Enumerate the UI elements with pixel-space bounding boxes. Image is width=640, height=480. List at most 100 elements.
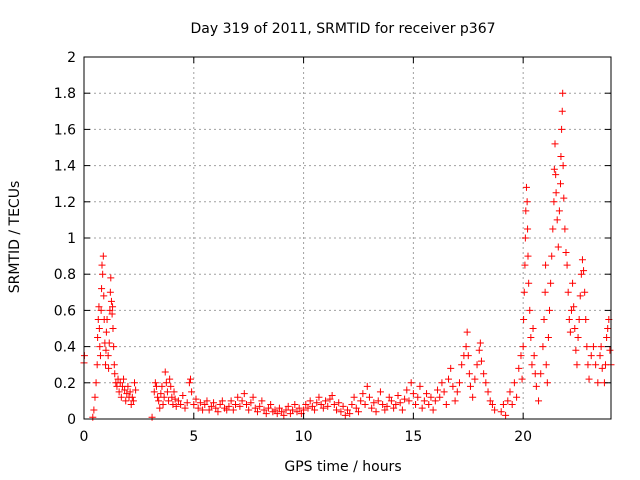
data-point	[578, 256, 586, 264]
data-point	[194, 404, 202, 412]
y-tick-label: 1.8	[54, 86, 76, 102]
data-point	[403, 386, 411, 394]
data-point	[117, 393, 125, 401]
data-point	[106, 306, 114, 314]
data-point	[518, 375, 526, 383]
data-point	[431, 397, 439, 405]
data-point	[420, 397, 428, 405]
x-tick-label: 0	[80, 429, 89, 445]
y-tick-label: 1	[67, 231, 76, 247]
y-tick-label: 2	[67, 50, 76, 66]
data-point	[170, 388, 178, 396]
data-point	[253, 408, 261, 416]
x-tick-label: 5	[189, 429, 198, 445]
data-point	[504, 397, 512, 405]
data-point	[159, 401, 167, 409]
data-point	[291, 401, 299, 409]
y-axis-label: SRMTID / TECUs	[7, 181, 23, 294]
data-point	[161, 368, 169, 376]
data-point	[445, 375, 453, 383]
data-point	[466, 382, 474, 390]
data-point	[357, 397, 365, 405]
data-point	[273, 410, 281, 418]
data-point	[341, 411, 349, 419]
data-point	[570, 303, 578, 311]
data-point	[93, 361, 101, 369]
data-point	[594, 379, 602, 387]
data-point	[517, 352, 525, 360]
data-point	[522, 207, 530, 215]
data-point	[438, 379, 446, 387]
data-point	[527, 334, 535, 342]
data-point	[475, 346, 483, 354]
data-point	[313, 399, 321, 407]
data-point	[557, 153, 565, 161]
data-point	[521, 234, 529, 242]
data-point	[337, 408, 345, 416]
data-point	[506, 388, 514, 396]
data-point	[99, 270, 107, 278]
data-point	[262, 410, 270, 418]
data-point	[352, 404, 360, 412]
y-tick-label: 1.2	[54, 195, 76, 211]
data-point	[102, 328, 110, 336]
data-point	[559, 89, 567, 97]
data-point	[581, 288, 589, 296]
data-point	[597, 343, 605, 351]
data-point	[350, 393, 358, 401]
y-tick-label: 0	[67, 412, 76, 428]
data-point	[245, 406, 253, 414]
data-point	[471, 375, 479, 383]
data-point	[405, 397, 413, 405]
data-point	[414, 393, 422, 401]
data-point	[96, 352, 104, 360]
data-point	[603, 334, 611, 342]
data-point	[398, 406, 406, 414]
data-point	[100, 292, 108, 300]
data-point	[163, 388, 171, 396]
data-point	[547, 279, 555, 287]
data-point	[150, 388, 158, 396]
data-point	[156, 404, 164, 412]
data-point	[328, 391, 336, 399]
data-point	[532, 382, 540, 390]
data-point	[465, 370, 473, 378]
data-point	[361, 401, 369, 409]
data-point	[541, 288, 549, 296]
data-point	[102, 361, 110, 369]
data-point	[409, 390, 417, 398]
data-point	[363, 382, 371, 390]
data-point	[453, 388, 461, 396]
chart-title: Day 319 of 2011, SRMTID for receiver p36…	[190, 21, 495, 37]
data-point	[333, 406, 341, 414]
data-point	[573, 361, 581, 369]
y-tick-label: 1.4	[54, 159, 76, 175]
data-point	[537, 370, 545, 378]
data-point	[429, 406, 437, 414]
data-point	[451, 397, 459, 405]
data-point	[440, 388, 448, 396]
data-point	[423, 390, 431, 398]
data-point	[374, 397, 382, 405]
data-point	[583, 343, 591, 351]
data-point	[553, 216, 561, 224]
data-point	[370, 399, 378, 407]
data-point	[99, 252, 107, 260]
data-point	[346, 410, 354, 418]
data-point	[522, 183, 530, 191]
data-point	[463, 328, 471, 336]
data-point	[154, 393, 162, 401]
data-point	[123, 390, 131, 398]
data-point	[484, 388, 492, 396]
data-point	[488, 401, 496, 409]
data-point	[606, 346, 614, 354]
data-point	[326, 395, 334, 403]
data-point	[122, 397, 130, 405]
data-point	[455, 379, 463, 387]
data-point	[559, 162, 567, 170]
data-point	[234, 393, 242, 401]
data-point	[90, 406, 98, 414]
data-point	[192, 395, 200, 403]
data-point	[295, 404, 303, 412]
data-point	[185, 379, 193, 387]
